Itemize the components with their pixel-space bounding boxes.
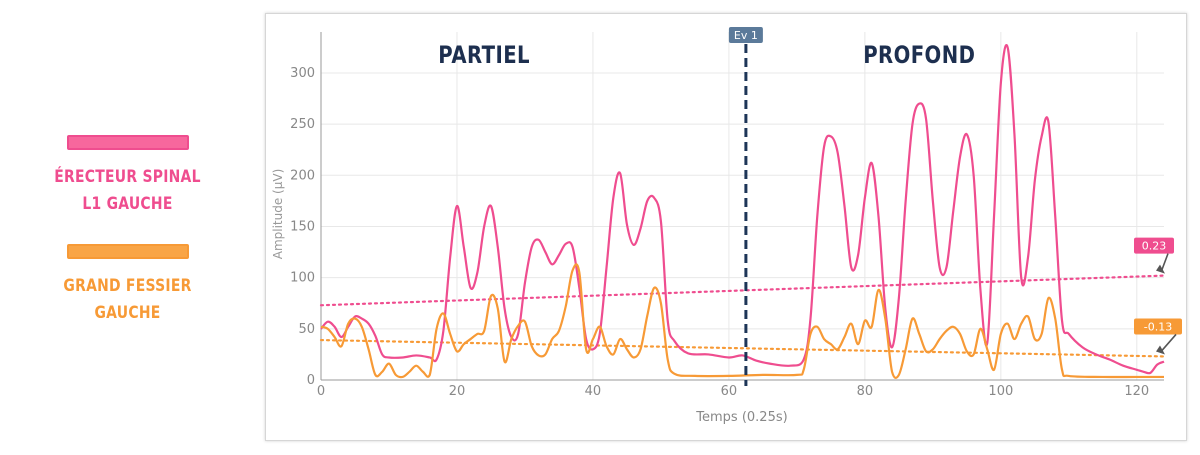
x-tick-label-0: 0 (317, 384, 325, 399)
annotation-layer: PARTIEL PROFOND (438, 42, 975, 69)
trendline-1 (319, 274, 1166, 307)
series-layer (320, 44, 1165, 379)
y-tick-label-150: 150 (290, 219, 315, 234)
phase-title-2: PROFOND (863, 42, 975, 69)
series-line-2 (320, 263, 1164, 379)
trend-label-2: -0.13 (1144, 320, 1172, 333)
y-tick-label-50: 50 (298, 322, 315, 337)
x-axis-label: Temps (0.25s) (695, 410, 787, 425)
event-tag (728, 27, 763, 43)
event-layer: Ev 1 (728, 27, 763, 386)
y-tick-label-0: 0 (307, 373, 315, 388)
trend-label-box-2 (1134, 318, 1182, 335)
series-line-1 (320, 44, 1165, 375)
legend-label-erector-line2: L1 GAUCHE (82, 194, 173, 214)
event-tag-label: Ev 1 (734, 29, 758, 42)
legend-swatch-gluteus (66, 244, 189, 259)
legend-label-gluteus: GRAND FESSIER GAUCHE (23, 273, 232, 327)
x-tick-label-100: 100 (988, 384, 1013, 399)
y-axis-label: Amplitude (µV) (271, 169, 285, 260)
y-tick-label-300: 300 (290, 66, 315, 81)
chart-panel: 0 20 40 60 80 100 120 0 50 100 150 200 250 300 Amplit… (265, 13, 1187, 441)
y-tick-label-250: 250 (290, 117, 315, 132)
trend-arrowhead-1 (1156, 264, 1165, 274)
x-tick-label-20: 20 (449, 384, 466, 399)
legend-label-erector: ÉRECTEUR SPINAL L1 GAUCHE (23, 164, 232, 218)
x-tick-label-40: 40 (585, 384, 602, 399)
y-tick-label-200: 200 (290, 168, 315, 183)
trendline-layer: 0.23 -0.13 (319, 237, 1182, 358)
legend-label-gluteus-line2: GAUCHE (94, 303, 161, 323)
axis-layer: 0 20 40 60 80 100 120 0 50 100 150 200 250 300 (290, 32, 1164, 399)
y-tick-label-100: 100 (290, 271, 315, 286)
trendline-2 (319, 338, 1166, 358)
legend-item-gluteus: GRAND FESSIER GAUCHE (0, 244, 255, 327)
x-tick-label-80: 80 (857, 384, 874, 399)
trend-arrow-2 (1161, 333, 1177, 351)
emg-amplitude-chart: 0 20 40 60 80 100 120 0 50 100 150 200 250 300 Amplit… (271, 27, 1182, 425)
phase-title-1: PARTIEL (438, 42, 530, 69)
x-tick-label-120: 120 (1124, 384, 1149, 399)
trend-arrowhead-2 (1156, 345, 1165, 355)
legend-swatch-erector (66, 135, 189, 150)
trend-label-1: 0.23 (1142, 240, 1167, 253)
legend-label-gluteus-line1: GRAND FESSIER (63, 276, 192, 296)
legend-item-erector: ÉRECTEUR SPINAL L1 GAUCHE (0, 135, 255, 218)
trend-label-box-1 (1134, 237, 1174, 254)
x-tick-label-60: 60 (721, 384, 738, 399)
legend-label-erector-line1: ÉRECTEUR SPINAL (54, 167, 201, 187)
trend-arrow-1 (1161, 253, 1169, 270)
